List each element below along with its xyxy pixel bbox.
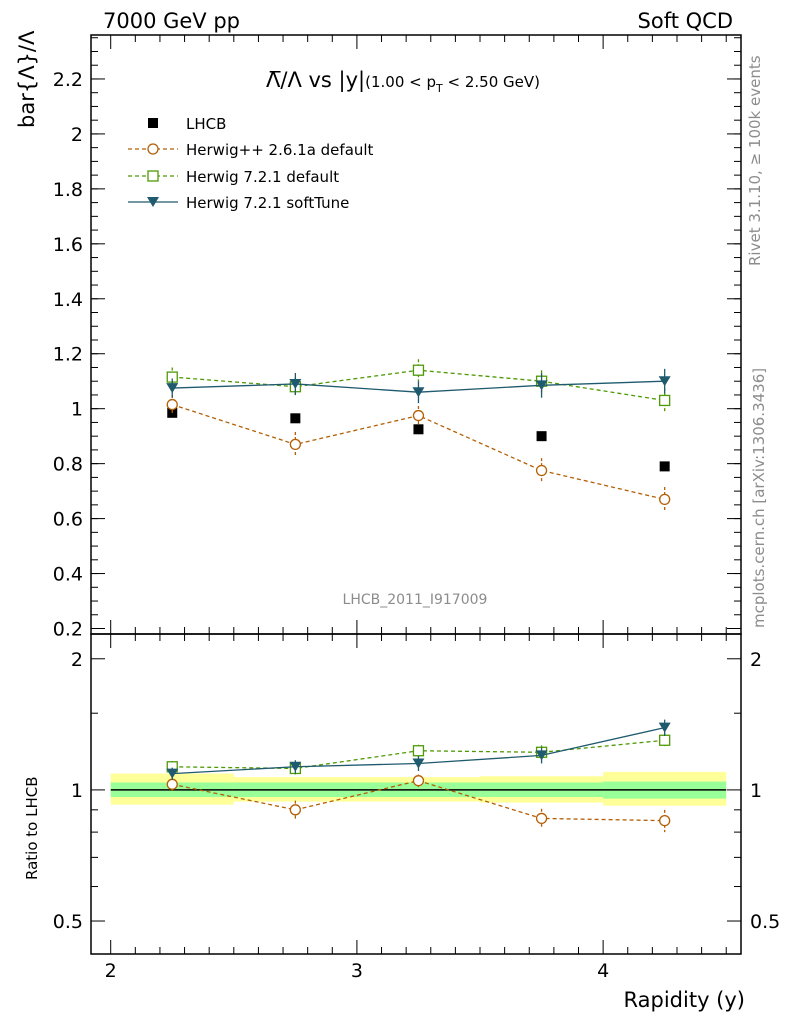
point-lhcb bbox=[659, 461, 670, 472]
point-lhcb bbox=[536, 431, 547, 442]
point-softtune bbox=[535, 380, 548, 391]
point-ratio-herwigpp bbox=[166, 778, 178, 790]
legend-label-softtune: Herwig 7.2.1 softTune bbox=[186, 194, 349, 212]
point-lhcb bbox=[413, 424, 424, 435]
ratio-plot-frame bbox=[90, 633, 742, 955]
point-herwigpp bbox=[412, 409, 425, 422]
top-y-tick-label: 1.8 bbox=[53, 179, 83, 201]
ratio-uncertainty-band bbox=[110, 771, 727, 806]
series-ratio-herwigpp bbox=[166, 774, 671, 833]
x-tick-label: 3 bbox=[351, 960, 363, 982]
legend-marker-lhcb bbox=[148, 118, 158, 128]
point-ratio-herwig721 bbox=[659, 734, 671, 746]
point-herwigpp bbox=[659, 493, 671, 506]
point-softtune bbox=[412, 387, 425, 398]
point-softtune bbox=[658, 376, 671, 387]
point-lhcb bbox=[290, 413, 301, 424]
legend-label-lhcb: LHCB bbox=[186, 115, 226, 133]
point-ratio-softtune bbox=[289, 761, 302, 772]
point-herwigpp bbox=[166, 398, 178, 411]
analysis-watermark: LHCB_2011_I917009 bbox=[343, 592, 488, 608]
series-softtune bbox=[166, 368, 671, 404]
top-y-tick-label: 1 bbox=[71, 399, 83, 421]
point-herwig721 bbox=[659, 394, 671, 407]
mcplots-label: mcplots.cern.ch [arXiv:1306.3436] bbox=[750, 368, 768, 628]
ratio-y-tick-label-right: 0.5 bbox=[750, 911, 780, 933]
series-ratio-softtune bbox=[166, 719, 671, 780]
point-ratio-softtune bbox=[412, 758, 425, 769]
point-ratio-herwigpp bbox=[659, 814, 671, 827]
legend-label-herwig721: Herwig 7.2.1 default bbox=[186, 168, 339, 186]
header-category: Soft QCD bbox=[638, 9, 733, 33]
top-y-tick-label: 0.6 bbox=[53, 509, 83, 531]
ratio-plot-series bbox=[166, 719, 671, 833]
top-y-tick-label: 0.4 bbox=[53, 564, 83, 586]
legend-entry-herwigpp: Herwig++ 2.6.1a default bbox=[128, 141, 374, 159]
point-ratio-herwigpp bbox=[289, 804, 302, 816]
legend-marker-softtune bbox=[147, 197, 159, 207]
point-ratio-herwig721 bbox=[412, 745, 425, 757]
rivet-label: Rivet 3.1.10, ≥ 100k events bbox=[746, 55, 764, 266]
point-herwigpp bbox=[289, 438, 302, 451]
legend-marker-herwigpp bbox=[147, 143, 159, 155]
top-plot-series bbox=[166, 359, 671, 512]
point-herwig721 bbox=[412, 364, 425, 376]
ratio-y-tick-label: 0.5 bbox=[53, 911, 83, 933]
point-ratio-herwigpp bbox=[535, 812, 548, 825]
plot-title: Λ̅/Λ vs |y|(1.00 < pT < 2.50 GeV) bbox=[266, 68, 540, 95]
tick-labels: 0.2 0.4 0.6 0.8 1 1.2 1.4 1.6 1.8 2 2.2 2 3 4 0.5 0.5 1 1… bbox=[53, 69, 780, 982]
point-ratio-softtune bbox=[535, 750, 548, 761]
point-softtune bbox=[166, 383, 179, 394]
legend: LHCB Herwig++ 2.6.1a default Herwig 7.2.… bbox=[128, 115, 374, 212]
x-tick-label: 2 bbox=[105, 960, 117, 982]
ratio-y-tick-label-right: 1 bbox=[750, 780, 762, 802]
x-tick-label: 4 bbox=[597, 960, 609, 982]
legend-marker-herwig721 bbox=[147, 170, 159, 182]
legend-entry-herwig721: Herwig 7.2.1 default bbox=[128, 168, 339, 186]
point-ratio-softtune bbox=[658, 722, 671, 733]
top-y-tick-label: 2 bbox=[71, 124, 83, 146]
series-herwigpp bbox=[166, 394, 671, 512]
top-y-tick-label: 1.2 bbox=[53, 344, 83, 366]
top-y-tick-label: 0.8 bbox=[53, 454, 83, 476]
top-y-tick-label: 1.4 bbox=[53, 289, 83, 311]
top-y-tick-label: 0.2 bbox=[53, 619, 83, 641]
top-y-tick-label: 2.2 bbox=[53, 69, 83, 91]
ratio-y-tick-label: 1 bbox=[71, 780, 83, 802]
header-energy: 7000 GeV pp bbox=[103, 9, 240, 33]
bottom-y-axis-label: Ratio to LHCB bbox=[23, 776, 41, 880]
point-ratio-herwigpp bbox=[412, 775, 425, 787]
point-ratio-softtune bbox=[166, 768, 179, 779]
top-y-axis-label: bar{Λ}/Λ bbox=[15, 30, 39, 128]
axis-ticks bbox=[91, 35, 741, 954]
legend-label-herwigpp: Herwig++ 2.6.1a default bbox=[186, 141, 374, 159]
ratio-y-tick-label-right: 2 bbox=[750, 649, 762, 671]
x-axis-label: Rapidity (y) bbox=[624, 988, 745, 1012]
top-y-tick-label: 1.6 bbox=[53, 234, 83, 256]
ratio-y-tick-label: 2 bbox=[71, 649, 83, 671]
point-herwigpp bbox=[535, 464, 548, 477]
point-softtune bbox=[289, 378, 302, 389]
legend-entry-softtune: Herwig 7.2.1 softTune bbox=[128, 194, 349, 212]
legend-entry-lhcb: LHCB bbox=[148, 115, 226, 133]
